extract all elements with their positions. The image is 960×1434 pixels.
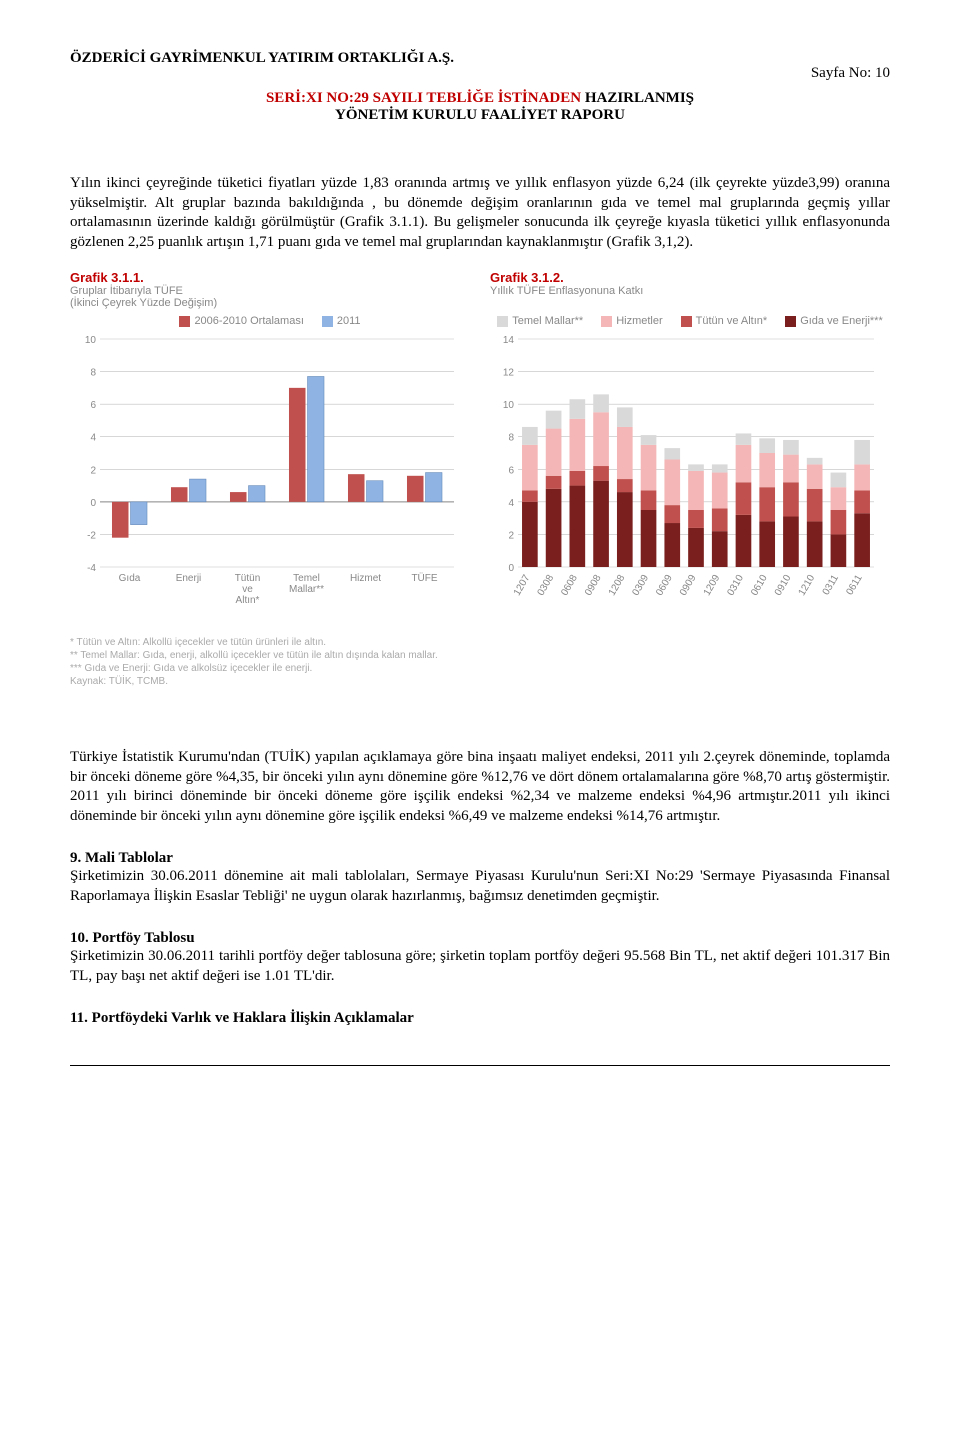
legend-312-gida: Gıda ve Enerji*** (800, 315, 883, 327)
svg-text:10: 10 (85, 335, 97, 346)
svg-text:0909: 0909 (678, 573, 699, 598)
chart-311-legend: 2006-2010 Ortalaması 2011 (70, 315, 470, 327)
svg-text:0908: 0908 (583, 573, 604, 598)
report-header-black: HAZIRLANMIŞ (581, 90, 694, 106)
svg-text:Gıda: Gıda (119, 573, 141, 584)
svg-text:ve: ve (242, 584, 253, 595)
footnote-4: Kaynak: TÜİK, TCMB. (70, 675, 890, 688)
sec9-title: 9. Mali Tablolar (70, 850, 890, 867)
svg-text:0608: 0608 (559, 573, 580, 598)
svg-text:0308: 0308 (536, 573, 557, 598)
svg-text:1208: 1208 (607, 573, 628, 598)
intro-paragraph: Yılın ikinci çeyreğinde tüketici fiyatla… (70, 174, 890, 252)
svg-text:4: 4 (90, 433, 96, 444)
svg-text:0: 0 (508, 563, 514, 574)
svg-text:0610: 0610 (749, 573, 770, 598)
svg-text:0611: 0611 (844, 573, 864, 598)
sec9-body: Şirketimizin 30.06.2011 dönemine ait mal… (70, 867, 890, 906)
svg-text:Tütün: Tütün (235, 573, 261, 584)
svg-text:2: 2 (508, 530, 514, 541)
svg-text:TÜFE: TÜFE (411, 572, 437, 584)
sec10-title: 10. Portföy Tablosu (70, 930, 890, 947)
svg-text:12: 12 (503, 368, 515, 379)
svg-text:-2: -2 (87, 530, 96, 541)
para-tuik: Türkiye İstatistik Kurumu'ndan (TUİK) ya… (70, 748, 890, 826)
svg-text:0309: 0309 (630, 573, 651, 598)
chart-312-title: Grafik 3.1.2. (490, 270, 890, 285)
footnote-3: *** Gıda ve Enerji: Gıda ve alkolsüz içe… (70, 662, 890, 675)
svg-text:-4: -4 (87, 563, 96, 574)
svg-text:14: 14 (503, 335, 515, 346)
chart-312: Grafik 3.1.2. Yıllık TÜFE Enflasyonuna K… (490, 270, 890, 628)
chart-311-title: Grafik 3.1.1. (70, 270, 470, 285)
sec10-body: Şirketimizin 30.06.2011 tarihli portföy … (70, 947, 890, 986)
svg-text:8: 8 (508, 433, 514, 444)
svg-text:0311: 0311 (821, 573, 841, 598)
chart-312-svg: 0246810121412070308060809081208030906090… (490, 333, 880, 623)
chart-312-legend: Temel Mallar** Hizmetler Tütün ve Altın*… (490, 315, 890, 327)
svg-text:1209: 1209 (702, 573, 723, 598)
svg-text:0910: 0910 (773, 573, 794, 598)
svg-text:1210: 1210 (797, 573, 818, 598)
svg-text:Mallar**: Mallar** (289, 584, 324, 595)
chart-footnotes: * Tütün ve Altın: Alkollü içecekler ve t… (70, 636, 890, 688)
chart-311-sub: Gruplar İtibarıyla TÜFE (70, 285, 470, 297)
legend-312-temel: Temel Mallar** (512, 315, 583, 327)
legend-312-hizmet: Hizmetler (616, 315, 662, 327)
legend-312-tutun: Tütün ve Altın* (696, 315, 768, 327)
sec11-title: 11. Portföydeki Varlık ve Haklara İlişki… (70, 1010, 890, 1027)
chart-311-sub2: (İkinci Çeyrek Yüzde Değişim) (70, 297, 470, 309)
footnote-2: ** Temel Mallar: Gıda, enerji, alkollü i… (70, 649, 890, 662)
svg-text:0310: 0310 (725, 573, 746, 598)
svg-text:Altın*: Altın* (236, 595, 260, 606)
chart-312-sub: Yıllık TÜFE Enflasyonuna Katkı (490, 285, 890, 297)
svg-text:Hizmet: Hizmet (350, 573, 381, 584)
legend-311-a: 2006-2010 Ortalaması (194, 315, 303, 327)
footnote-1: * Tütün ve Altın: Alkollü içecekler ve t… (70, 636, 890, 649)
svg-text:10: 10 (503, 400, 515, 411)
svg-text:0609: 0609 (654, 573, 675, 598)
page-number: Sayfa No: 10 (70, 65, 890, 82)
chart-311-svg: -4 -2 0 2 4 6 8 10 Gıda Enerji TütünveAltın* TemelM… (70, 333, 460, 623)
svg-text:Temel: Temel (293, 573, 320, 584)
svg-text:1207: 1207 (512, 573, 533, 598)
bottom-rule (70, 1065, 890, 1066)
svg-text:4: 4 (508, 498, 514, 509)
svg-text:6: 6 (508, 465, 514, 476)
svg-text:2: 2 (90, 465, 96, 476)
svg-text:6: 6 (90, 400, 96, 411)
report-header-red: SERİ:XI NO:29 SAYILI TEBLİĞE İSTİNADEN (266, 90, 581, 106)
report-header: SERİ:XI NO:29 SAYILI TEBLİĞE İSTİNADEN H… (70, 90, 890, 124)
svg-text:0: 0 (90, 498, 96, 509)
svg-text:Enerji: Enerji (176, 573, 202, 584)
legend-311-b: 2011 (337, 315, 361, 327)
chart-311: Grafik 3.1.1. Gruplar İtibarıyla TÜFE (İ… (70, 270, 470, 628)
svg-text:8: 8 (90, 368, 96, 379)
report-header-line2: YÖNETİM KURULU FAALİYET RAPORU (335, 107, 625, 123)
